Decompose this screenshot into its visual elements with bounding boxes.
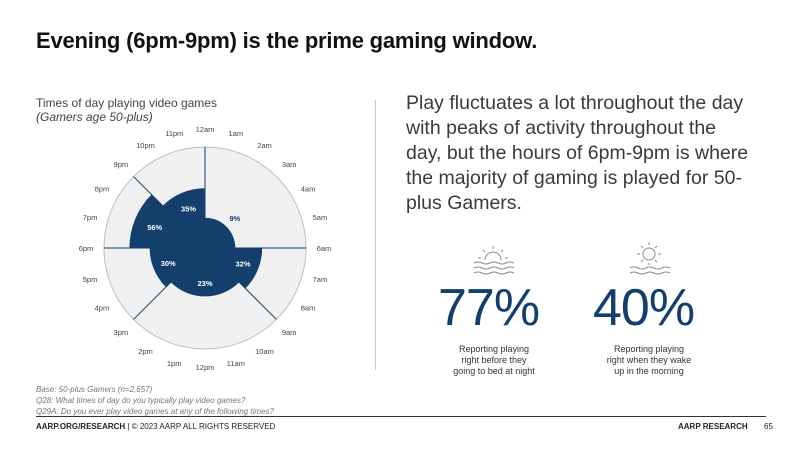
hour-label-6am: 6am: [317, 244, 332, 253]
hour-label-9pm: 9pm: [114, 160, 129, 169]
vertical-divider: [375, 100, 376, 370]
footnotes: Base: 50-plus Gamers (n=2,657) Q28: What…: [36, 384, 274, 417]
hour-label-6pm: 6pm: [79, 244, 94, 253]
value-label-3pm-6pm: 30%: [161, 259, 176, 268]
hour-label-1am: 1am: [229, 129, 244, 138]
footnote-base: Base: 50-plus Gamers (n=2,657): [36, 385, 153, 394]
divider-spoke: [133, 176, 206, 249]
segment-12am-6am: [205, 217, 236, 248]
hour-label-5am: 5am: [313, 213, 328, 222]
hour-label-3am: 3am: [282, 160, 297, 169]
footnote-q28: Q28: What times of day do you typically …: [36, 396, 246, 405]
value-label-6pm-9pm: 56%: [147, 223, 162, 232]
page-title: Evening (6pm-9pm) is the prime gaming wi…: [36, 28, 538, 53]
hour-label-5pm: 5pm: [83, 275, 98, 284]
segment-6am-9am: [205, 248, 263, 289]
hour-label-4pm: 4pm: [95, 304, 110, 313]
footer-brand: AARP RESEARCH: [678, 422, 748, 431]
footer-rule: [36, 416, 766, 417]
segment-9pm-12am: [162, 188, 205, 248]
divider-spoke: [133, 247, 206, 320]
value-label-6am-9am: 32%: [236, 260, 251, 269]
footer-site: AARP.ORG/RESEARCH | © 2023 AARP ALL RIGH…: [36, 422, 276, 431]
hour-label-9am: 9am: [282, 328, 297, 337]
hour-label-12pm: 12pm: [196, 363, 215, 372]
hour-label-11pm: 11pm: [165, 129, 183, 138]
segment-6pm-9pm: [129, 194, 205, 248]
hour-label-4am: 4am: [301, 185, 316, 194]
chart-title: Times of day playing video games: [36, 96, 217, 110]
sunrise-icon: [629, 242, 671, 275]
hour-label-8am: 8am: [301, 304, 316, 313]
value-label-9pm-12am: 35%: [181, 204, 196, 213]
footnote-q29a: Q29A: Do you ever play video games at an…: [36, 407, 274, 416]
hour-label-1pm: 1pm: [167, 359, 182, 368]
sunset-icon: [473, 246, 515, 275]
hour-label-10pm: 10pm: [136, 141, 155, 150]
hour-label-12am: 12am: [196, 125, 215, 134]
hour-label-10am: 10am: [255, 347, 274, 356]
chart-subtitle: (Gamers age 50-plus): [36, 110, 153, 124]
polar-area-chart: 9% 32% 23% 30% 56% 35% 12am 1am 2am 3am 4am 5am 6am 7…: [79, 125, 332, 372]
hour-label-11am: 11am: [227, 359, 245, 368]
value-label-12am-6am: 9%: [229, 214, 240, 223]
stat-value-wakeup: 40%: [593, 279, 695, 337]
hour-label-3pm: 3pm: [114, 328, 129, 337]
value-label-9am-3pm: 23%: [197, 279, 212, 288]
hour-label-2am: 2am: [257, 141, 272, 150]
hour-label-7am: 7am: [313, 275, 328, 284]
stat-value-bedtime: 77%: [438, 279, 540, 337]
stat-label-bedtime: Reporting playing right before they goin…: [453, 344, 535, 376]
hour-label-2pm: 2pm: [138, 347, 153, 356]
segment-9am-3pm: [170, 248, 240, 297]
stat-label-wakeup: Reporting playing right when they wake u…: [606, 344, 692, 376]
divider-spoke: [204, 247, 277, 320]
headline-text: Play fluctuates a lot throughout the day…: [406, 92, 749, 214]
hour-label-7pm: 7pm: [83, 213, 98, 222]
segment-3pm-6pm: [149, 248, 205, 288]
page-number: 65: [764, 422, 773, 431]
hour-label-8pm: 8pm: [95, 185, 110, 194]
